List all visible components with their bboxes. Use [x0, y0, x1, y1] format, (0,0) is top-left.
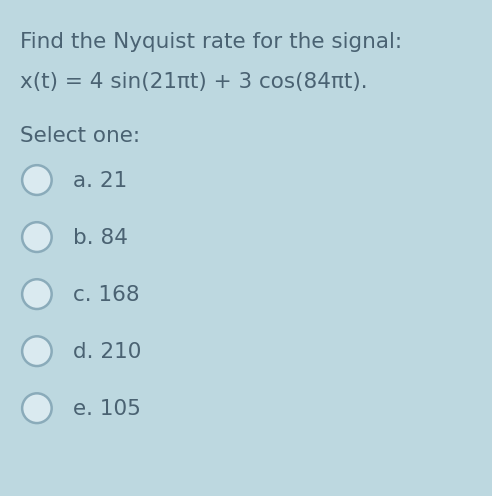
Circle shape — [22, 279, 52, 309]
Circle shape — [22, 165, 52, 195]
Text: a. 21: a. 21 — [73, 171, 127, 191]
Circle shape — [22, 222, 52, 252]
Text: e. 105: e. 105 — [73, 399, 141, 419]
Text: Find the Nyquist rate for the signal:: Find the Nyquist rate for the signal: — [20, 32, 402, 52]
Circle shape — [22, 336, 52, 366]
Circle shape — [22, 393, 52, 423]
Text: x(t) = 4 sin(21πt) + 3 cos(84πt).: x(t) = 4 sin(21πt) + 3 cos(84πt). — [20, 72, 368, 92]
Text: b. 84: b. 84 — [73, 228, 128, 248]
Text: c. 168: c. 168 — [73, 285, 139, 305]
Text: d. 210: d. 210 — [73, 342, 141, 362]
Text: Select one:: Select one: — [20, 126, 140, 146]
